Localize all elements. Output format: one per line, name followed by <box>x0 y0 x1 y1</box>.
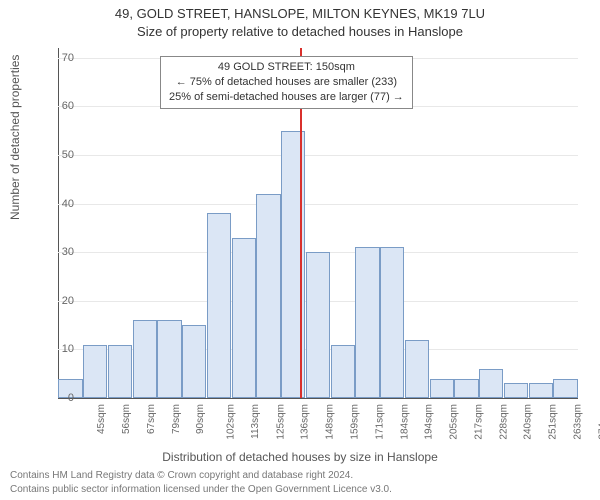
x-tick-label: 159sqm <box>350 404 361 440</box>
x-tick-label: 102sqm <box>226 404 237 440</box>
y-tick-label: 60 <box>44 100 74 112</box>
histogram-bar <box>529 383 553 398</box>
histogram-bar <box>454 379 478 398</box>
x-tick-label: 90sqm <box>195 404 206 434</box>
histogram-bar <box>479 369 503 398</box>
x-tick-label: 251sqm <box>548 404 559 440</box>
histogram-bar <box>83 345 107 398</box>
y-tick-label: 50 <box>44 149 74 161</box>
info-box-line1: 49 GOLD STREET: 150sqm <box>169 60 404 75</box>
histogram-bar <box>553 379 577 398</box>
x-tick-label: 228sqm <box>498 404 509 440</box>
histogram-bar <box>133 320 157 398</box>
histogram-bar <box>256 194 280 398</box>
histogram-bar <box>331 345 355 398</box>
histogram-bar <box>232 238 256 398</box>
y-tick-label: 20 <box>44 295 74 307</box>
info-box-line2: ← 75% of detached houses are smaller (23… <box>169 75 404 90</box>
property-size-chart: 49, GOLD STREET, HANSLOPE, MILTON KEYNES… <box>0 0 600 500</box>
property-info-box: 49 GOLD STREET: 150sqm ← 75% of detached… <box>160 56 413 109</box>
x-tick-label: 45sqm <box>96 404 107 434</box>
y-tick-label: 0 <box>44 392 74 404</box>
x-tick-label: 79sqm <box>171 404 182 434</box>
x-tick-label: 205sqm <box>449 404 460 440</box>
y-tick-label: 10 <box>44 343 74 355</box>
histogram-bar <box>207 213 231 398</box>
histogram-bar <box>405 340 429 398</box>
histogram-bar <box>504 383 528 398</box>
x-tick-label: 113sqm <box>250 404 261 439</box>
info-box-line3: 25% of semi-detached houses are larger (… <box>169 90 404 105</box>
x-tick-label: 171sqm <box>374 404 385 440</box>
x-tick-label: 67sqm <box>146 404 157 434</box>
x-tick-label: 125sqm <box>275 404 286 440</box>
histogram-bar <box>355 247 379 398</box>
histogram-bar <box>182 325 206 398</box>
x-tick-label: 136sqm <box>300 404 311 440</box>
x-tick-label: 217sqm <box>473 404 484 440</box>
y-tick-label: 30 <box>44 246 74 258</box>
chart-title-address: 49, GOLD STREET, HANSLOPE, MILTON KEYNES… <box>0 6 600 21</box>
y-axis-title: Number of detached properties <box>8 55 22 220</box>
grid-line <box>58 204 578 205</box>
x-axis-line <box>58 398 578 399</box>
x-tick-label: 56sqm <box>121 404 132 434</box>
x-axis-title: Distribution of detached houses by size … <box>0 450 600 464</box>
x-tick-label: 194sqm <box>424 404 435 440</box>
x-tick-label: 240sqm <box>523 404 534 440</box>
chart-title-subtitle: Size of property relative to detached ho… <box>0 24 600 39</box>
y-tick-label: 70 <box>44 52 74 64</box>
grid-line <box>58 155 578 156</box>
histogram-bar <box>157 320 181 398</box>
footer-copyright-1: Contains HM Land Registry data © Crown c… <box>10 470 353 481</box>
histogram-bar <box>306 252 330 398</box>
footer-copyright-2: Contains public sector information licen… <box>10 484 392 495</box>
histogram-bar <box>380 247 404 398</box>
histogram-bar <box>108 345 132 398</box>
x-tick-label: 184sqm <box>399 404 410 440</box>
x-tick-label: 148sqm <box>325 404 336 440</box>
histogram-bar <box>430 379 454 398</box>
x-tick-label: 263sqm <box>572 404 583 440</box>
y-tick-label: 40 <box>44 198 74 210</box>
